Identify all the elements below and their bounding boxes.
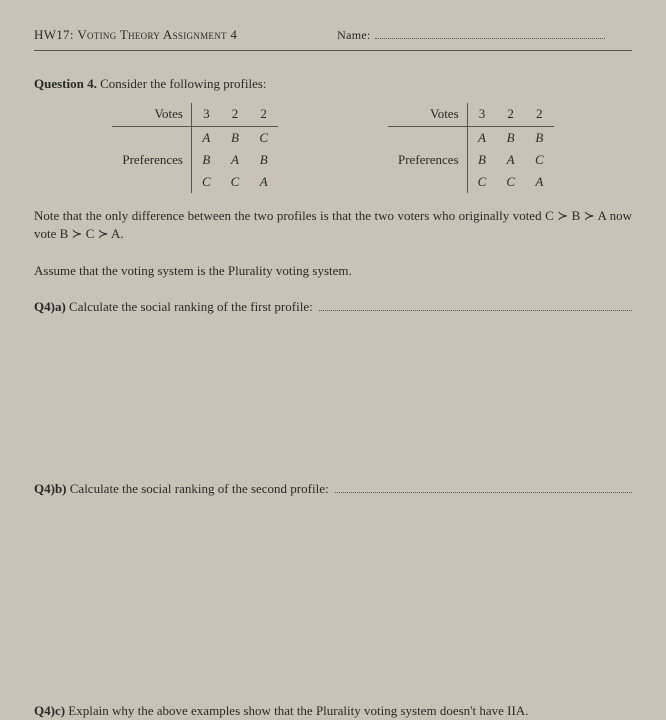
pref-cell: C xyxy=(496,171,525,193)
pref-label: Preferences xyxy=(112,149,191,171)
votes-cell: 2 xyxy=(221,103,250,126)
answer-space-a xyxy=(34,320,632,480)
name-field: Name: xyxy=(337,27,605,44)
assignment-title: Voting Theory Assignment 4 xyxy=(77,27,237,42)
pref-cell: B xyxy=(221,126,250,149)
q4a-text: Calculate the social ranking of the firs… xyxy=(69,298,313,316)
q4b-line: Q4)b) Calculate the social ranking of th… xyxy=(34,480,632,498)
q4b-text: Calculate the social ranking of the seco… xyxy=(70,480,329,498)
q4c-text: Explain why the above examples show that… xyxy=(68,703,528,718)
q4b-label: Q4)b) xyxy=(34,480,67,498)
assume-text: Assume that the voting system is the Plu… xyxy=(34,262,632,280)
q4c-label: Q4)c) xyxy=(34,703,65,718)
hw-title: HW17: Voting Theory Assignment 4 xyxy=(34,26,237,44)
hw-code: HW17: xyxy=(34,27,74,42)
profile-table-2: Votes 3 2 2 A B B Preferences B A C C C … xyxy=(388,103,554,193)
profile-table-1: Votes 3 2 2 A B C Preferences B A B C C … xyxy=(112,103,278,193)
pref-cell: A xyxy=(525,171,554,193)
name-label: Name: xyxy=(337,28,371,42)
pref-cell: B xyxy=(191,149,220,171)
name-fill-line xyxy=(375,38,605,39)
profiles-row: Votes 3 2 2 A B C Preferences B A B C C … xyxy=(34,103,632,193)
q4c-line: Q4)c) Explain why the above examples sho… xyxy=(34,702,632,720)
pref-cell: B xyxy=(249,149,278,171)
q4a-label: Q4)a) xyxy=(34,298,66,316)
note-text: Note that the only difference between th… xyxy=(34,207,632,243)
pref-cell: B xyxy=(496,126,525,149)
pref-cell: C xyxy=(191,171,220,193)
votes-cell: 2 xyxy=(496,103,525,126)
votes-cell: 2 xyxy=(249,103,278,126)
votes-label: Votes xyxy=(388,103,467,126)
pref-cell: B xyxy=(467,149,496,171)
answer-fill-line xyxy=(335,481,632,493)
answer-space-b xyxy=(34,502,632,702)
votes-label: Votes xyxy=(112,103,191,126)
pref-cell: B xyxy=(525,126,554,149)
votes-cell: 3 xyxy=(191,103,220,126)
votes-cell: 3 xyxy=(467,103,496,126)
pref-cell: A xyxy=(249,171,278,193)
pref-cell: C xyxy=(221,171,250,193)
pref-label: Preferences xyxy=(388,149,467,171)
pref-cell: A xyxy=(496,149,525,171)
pref-cell: C xyxy=(525,149,554,171)
question-label: Question 4. xyxy=(34,76,97,91)
question-prompt: Consider the following profiles: xyxy=(100,76,266,91)
pref-cell: A xyxy=(221,149,250,171)
page-header: HW17: Voting Theory Assignment 4 Name: xyxy=(34,26,632,51)
question-heading: Question 4. Consider the following profi… xyxy=(34,75,632,93)
answer-fill-line xyxy=(319,299,632,311)
votes-cell: 2 xyxy=(525,103,554,126)
pref-cell: A xyxy=(191,126,220,149)
pref-cell: C xyxy=(467,171,496,193)
pref-cell: C xyxy=(249,126,278,149)
q4a-line: Q4)a) Calculate the social ranking of th… xyxy=(34,298,632,316)
pref-cell: A xyxy=(467,126,496,149)
